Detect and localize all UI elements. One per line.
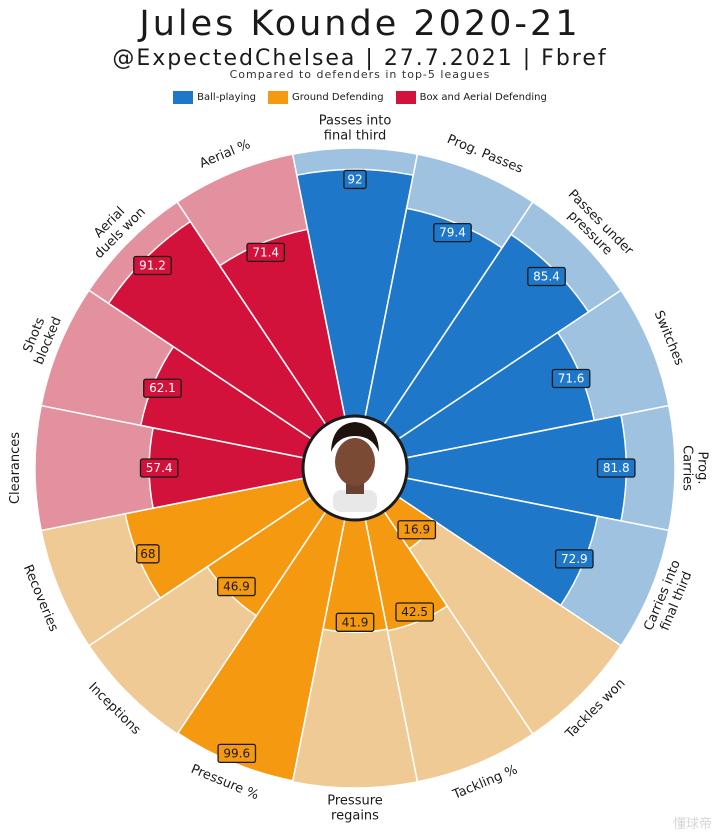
legend-item-ground-defending: Ground Defending: [267, 91, 384, 104]
value-label-prog-carries: 81.8: [603, 461, 630, 475]
category-label-clearances: Clearances: [8, 432, 23, 504]
legend-item-aerial-defending: Box and Aerial Defending: [395, 91, 547, 104]
value-label-recoveries: 68: [140, 547, 155, 561]
value-box-inceptions: [217, 576, 256, 597]
chart-subtitle: @ExpectedChelsea | 27.7.2021 | Fbref: [112, 46, 608, 71]
chart-sectors: [34, 147, 676, 789]
value-box-passes-under-pressure: [527, 266, 566, 287]
value-box-clearances: [139, 458, 179, 478]
legend-swatch-aerial-defending: [395, 91, 416, 104]
value-label-passes-into-final-third: 92: [347, 172, 362, 186]
player-photo-area: [301, 414, 409, 522]
value-box-aerial: [246, 242, 286, 263]
legend-label-ball-playing: Ball-playing: [197, 92, 256, 103]
value-box-carries-into-final-third: [554, 549, 594, 569]
legend-swatch-ball-playing: [173, 91, 194, 104]
chart-title: Jules Kounde 2020-21: [139, 4, 581, 44]
legend-item-ball-playing: Ball-playing: [173, 91, 256, 104]
value-label-passes-under-pressure: 85.4: [533, 269, 560, 283]
value-box-recoveries: [136, 544, 160, 564]
category-label-pressure-regains: Pressure regains: [327, 794, 383, 824]
value-label-tackles-won: 16.9: [403, 523, 430, 537]
value-box-switches: [551, 368, 591, 389]
category-label-prog-carries: Prog.Carries: [680, 445, 710, 491]
legend-label-aerial-defending: Box and Aerial Defending: [419, 92, 547, 103]
value-box-shots-blocked: [143, 378, 182, 398]
value-label-carries-into-final-third: 72.9: [561, 552, 588, 566]
category-label-aerial: Aerial %: [197, 137, 252, 171]
value-label-aerial-duels-won: 91.2: [139, 258, 166, 272]
comparison-note: Compared to defenders in top-5 leagues: [229, 68, 491, 81]
value-label-pressure: 99.6: [223, 746, 250, 760]
player-photo: [331, 422, 379, 512]
watermark: 懂球帝: [672, 817, 712, 832]
legend: Ball-playing Ground Defending Box and Ae…: [0, 91, 720, 104]
value-label-pressure-regains: 41.9: [342, 615, 369, 629]
value-label-aerial: 71.4: [252, 245, 279, 259]
value-box-pressure: [217, 743, 257, 764]
value-box-prog-passes: [433, 222, 472, 243]
legend-swatch-ground-defending: [267, 91, 288, 104]
value-box-pressure-regains: [335, 612, 375, 632]
value-label-switches: 71.6: [558, 371, 585, 385]
value-box-tackling: [395, 602, 435, 622]
value-label-shots-blocked: 62.1: [149, 381, 176, 395]
legend-label-ground-defending: Ground Defending: [291, 92, 384, 103]
value-box-tackles-won: [397, 520, 437, 540]
chart-value-labels: 92 79.4 85.4 71.6 81.8 72.9 16.9 42.5 41.9 99.6 46…: [133, 169, 636, 764]
value-box-prog-carries: [596, 458, 636, 478]
category-label-passes-into-final-third: Passes into final third: [319, 114, 392, 144]
value-label-inceptions: 46.9: [223, 580, 250, 594]
value-box-aerial-duels-won: [133, 255, 172, 276]
value-label-prog-passes: 79.4: [439, 226, 466, 240]
value-label-clearances: 57.4: [146, 461, 173, 475]
value-box-passes-into-final-third: [343, 169, 367, 190]
value-label-tackling: 42.5: [401, 605, 428, 619]
